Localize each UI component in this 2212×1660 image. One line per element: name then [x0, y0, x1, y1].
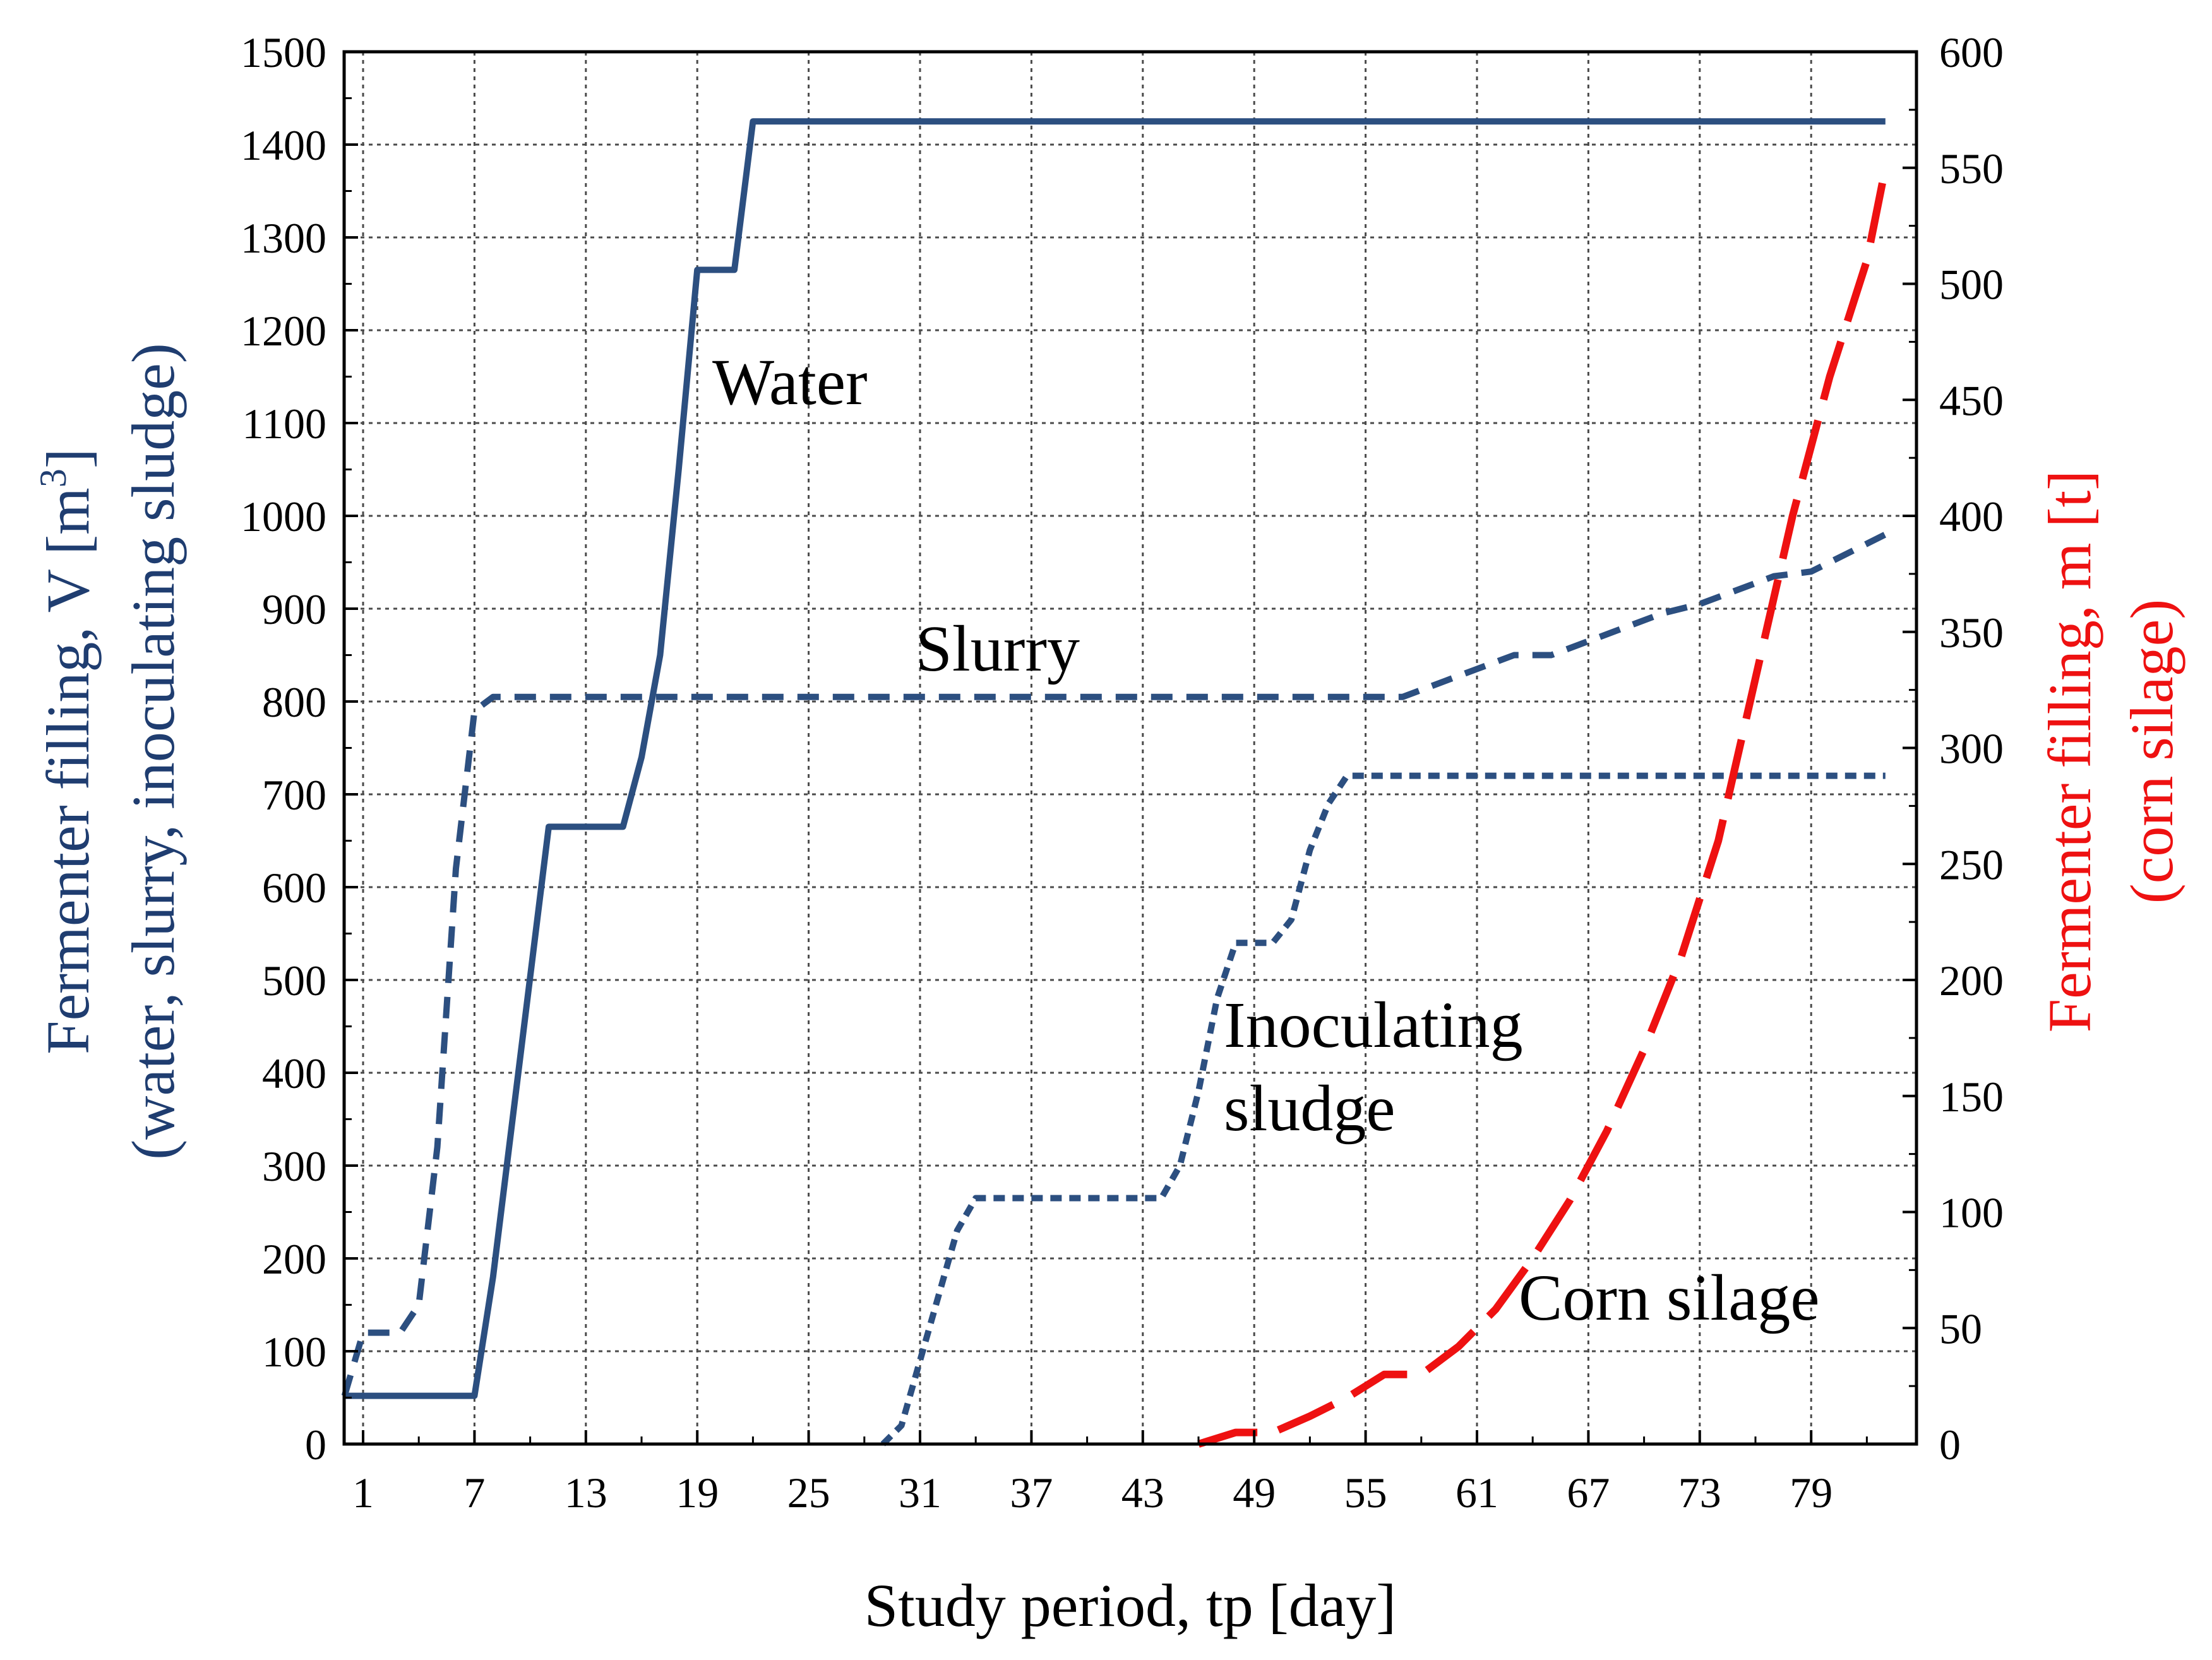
x-tick-label: 19: [676, 1469, 719, 1517]
y-left-tick-label: 1000: [241, 493, 326, 540]
y-right-tick-label: 600: [1939, 28, 2004, 76]
y-left-tick-label: 500: [262, 957, 326, 1005]
y-left-tick-label: 300: [262, 1142, 326, 1190]
y-right-tick-label: 250: [1939, 840, 2004, 888]
x-tick-label: 61: [1456, 1469, 1498, 1517]
y-right-tick-label: 150: [1939, 1073, 2004, 1121]
annotation-sludge: sludge: [1224, 1072, 1396, 1145]
series-water: [344, 118, 1886, 1399]
grid-lines: [344, 52, 1916, 1444]
tick-labels: 1 7 13 19 25 31 37 43 49 55 61 67 73 79 0 100 200 300 400 5…: [241, 28, 2004, 1517]
y-left-tick-label: 400: [262, 1049, 326, 1097]
series-corn-silage: [1197, 167, 1889, 1448]
y-right-tick-label: 300: [1939, 725, 2004, 773]
y-right-tick-label: 50: [1939, 1305, 1982, 1352]
x-tick-label: 73: [1678, 1469, 1721, 1517]
series-slurry: [341, 531, 1887, 1397]
x-tick-label: 7: [463, 1469, 485, 1517]
series-inoculating-sludge: [880, 772, 1886, 1447]
left-axis-title: Fermenter filling, V [m3]: [32, 448, 102, 1054]
annotation-corn-silage: Corn silage: [1519, 1262, 1820, 1334]
y-right-tick-label: 100: [1939, 1189, 2004, 1237]
y-right-tick-label: 550: [1939, 145, 2004, 193]
annotation-inoculating: Inoculating: [1224, 989, 1523, 1061]
y-right-tick-label: 200: [1939, 957, 2004, 1005]
x-tick-label: 25: [787, 1469, 830, 1517]
x-tick-label: 1: [352, 1469, 374, 1517]
x-tick-label: 55: [1344, 1469, 1387, 1517]
x-tick-label: 79: [1790, 1469, 1832, 1517]
y-right-tick-label: 0: [1939, 1421, 1961, 1469]
y-left-tick-label: 1100: [242, 400, 326, 448]
x-tick-label: 37: [1010, 1469, 1053, 1517]
y-left-tick-label: 1500: [241, 28, 326, 76]
left-axis-subtitle: (water, slurry, inoculating sludge): [119, 343, 187, 1160]
x-tick-label: 49: [1233, 1469, 1276, 1517]
y-left-tick-label: 1200: [241, 307, 326, 355]
x-tick-label: 67: [1567, 1469, 1610, 1517]
x-axis-title: Study period, tp [day]: [864, 1572, 1397, 1639]
y-left-tick-label: 200: [262, 1235, 326, 1283]
right-axis-subtitle: (corn silage): [2118, 599, 2185, 904]
annotation-water: Water: [712, 346, 868, 419]
y-right-tick-label: 350: [1939, 609, 2004, 657]
y-left-tick-label: 700: [262, 771, 326, 819]
y-left-tick-label: 100: [262, 1328, 326, 1376]
x-tick-label: 13: [565, 1469, 607, 1517]
right-axis-title: Fermenter filling, m [t]: [2036, 470, 2103, 1032]
y-left-tick-label: 1400: [241, 121, 326, 169]
y-left-tick-label: 0: [305, 1421, 326, 1469]
y-left-tick-label: 1300: [241, 214, 326, 262]
left-axis-title-superscript: 3: [32, 469, 74, 487]
x-tick-label: 31: [899, 1469, 942, 1517]
axis-ticks: [344, 51, 1916, 1445]
y-right-tick-label: 500: [1939, 261, 2004, 309]
y-left-tick-label: 800: [262, 678, 326, 726]
y-right-tick-label: 400: [1939, 493, 2004, 540]
annotation-slurry: Slurry: [916, 612, 1080, 685]
left-axis-title-text: Fermenter filling, V [m: [34, 487, 102, 1054]
plot-frame: [342, 50, 1918, 1446]
y-left-tick-label: 900: [262, 585, 326, 633]
x-tick-label: 43: [1121, 1469, 1164, 1517]
y-left-tick-label: 600: [262, 864, 326, 912]
series-lines: [341, 118, 1889, 1448]
left-axis-title-bracket: ]: [34, 448, 102, 469]
left-axis-title-line1: Fermenter filling, V [m3]: [32, 448, 102, 1054]
y-right-tick-label: 450: [1939, 376, 2004, 424]
